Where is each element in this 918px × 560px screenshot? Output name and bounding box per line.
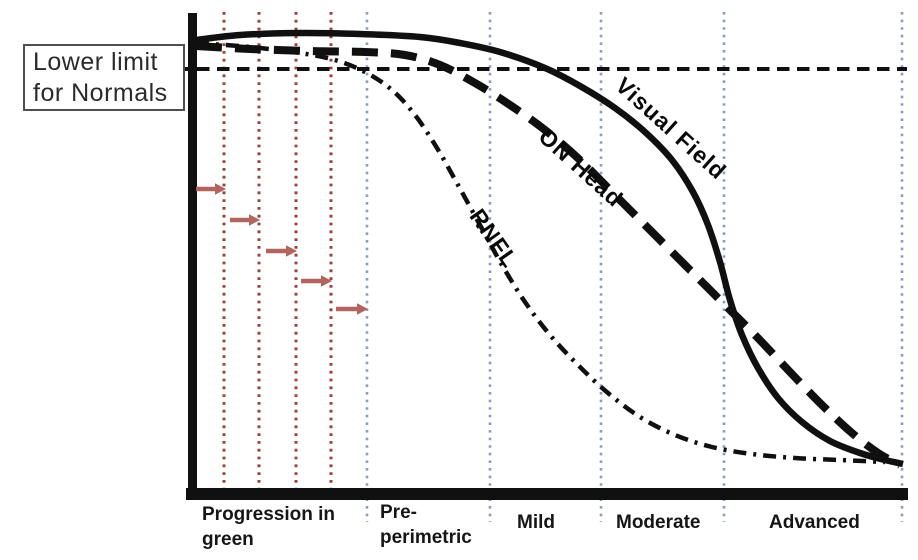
progression-arrow-head xyxy=(321,275,332,287)
curve-visual-field xyxy=(195,29,904,468)
stage-label-mild: Mild xyxy=(517,512,555,533)
curve-rnfl xyxy=(195,40,886,465)
lower-limit-label-line2: for Normals xyxy=(33,79,168,107)
lower-limit-label-line1: Lower limit xyxy=(33,48,158,76)
stage-label-advanced: Advanced xyxy=(769,512,860,533)
progression-arrow-head xyxy=(215,183,226,195)
stage-label-preperimetric-line1: Pre- xyxy=(380,502,417,523)
progression-arrow-head xyxy=(286,245,297,257)
stage-label-preperimetric-line2: perimetric xyxy=(380,527,472,548)
stage-label-progression-in-green: Progression in green xyxy=(202,502,335,552)
progression-arrow-head xyxy=(249,214,260,226)
progression-arrow-head xyxy=(357,303,368,315)
stage-label-progression-line2: green xyxy=(202,529,254,550)
x-axis xyxy=(186,488,908,500)
stage-label-pre-perimetric: Pre- perimetric xyxy=(380,500,472,550)
stage-label-progression-line1: Progression in xyxy=(202,504,336,525)
curve-on-head xyxy=(195,42,902,469)
lower-limit-label-box: Lower limit for Normals xyxy=(23,44,185,111)
y-axis xyxy=(188,13,197,500)
stage-label-moderate: Moderate xyxy=(616,512,701,533)
